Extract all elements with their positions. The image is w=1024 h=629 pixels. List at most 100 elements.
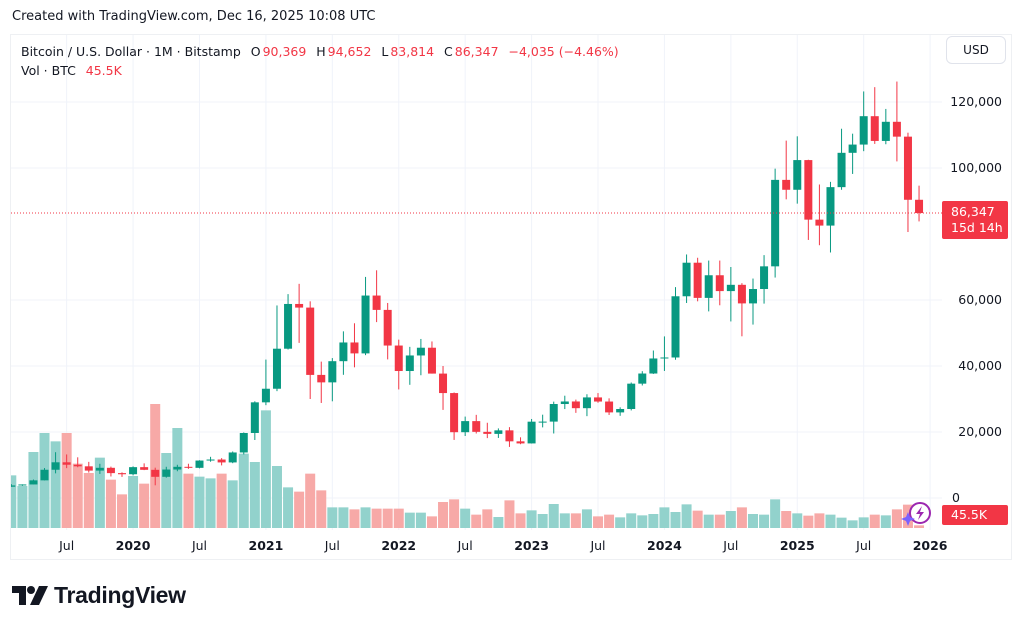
candle-body <box>317 374 326 383</box>
price-tick-label: 100,000 <box>950 160 1002 175</box>
volume-bar <box>426 516 437 528</box>
volume-bar <box>814 513 825 528</box>
candle-body <box>416 347 425 356</box>
candle-body <box>427 347 436 374</box>
volume-bar <box>460 508 471 528</box>
volume-bar <box>559 513 570 528</box>
candle-body <box>162 469 171 477</box>
candle-body <box>605 401 614 413</box>
candle-body <box>837 152 846 188</box>
candle-body <box>84 466 93 471</box>
candle-body <box>704 275 713 298</box>
volume-bar <box>692 510 703 528</box>
candle-body <box>361 295 370 354</box>
candle-body <box>616 408 625 413</box>
volume-bar <box>581 509 592 528</box>
candle-body <box>549 404 558 422</box>
volume-bar <box>105 479 116 528</box>
candle-body <box>383 309 392 346</box>
volume-bar <box>615 517 626 528</box>
candle-body <box>649 358 658 374</box>
price-tick-label: 20,000 <box>958 424 1002 439</box>
candle-body <box>394 345 403 372</box>
volume-bar <box>626 513 637 528</box>
volume-bar <box>825 514 836 528</box>
candle-body <box>173 466 182 470</box>
price-tick-label: 40,000 <box>958 358 1002 373</box>
volume-bar <box>50 441 61 528</box>
candle-body <box>195 460 204 468</box>
time-tick-label: 2021 <box>249 538 284 553</box>
volume-bar <box>338 507 349 528</box>
candle-body <box>671 296 680 358</box>
candle-body <box>51 462 60 470</box>
volume-bar <box>482 509 493 528</box>
candle-body <box>582 397 591 409</box>
time-tick-label: 2025 <box>780 538 815 553</box>
time-tick-label: Jul <box>58 538 74 553</box>
volume-bar <box>216 473 227 528</box>
volume-bar <box>725 511 736 528</box>
time-tick-label: 2022 <box>381 538 416 553</box>
candle-body <box>527 421 536 444</box>
volume-bar <box>681 504 692 528</box>
candle-body <box>439 373 448 394</box>
volume-bar <box>28 452 39 528</box>
time-tick-label: Jul <box>722 538 738 553</box>
low-value: 83,814 <box>390 44 435 59</box>
volume-bar <box>150 404 161 528</box>
candle-body <box>228 452 237 463</box>
time-tick-label: Jul <box>457 538 473 553</box>
volume-bar <box>504 500 515 528</box>
volume-bar <box>891 509 902 528</box>
candle-body <box>737 284 746 304</box>
candle-body <box>560 401 569 405</box>
candle-body <box>339 342 348 362</box>
candle-body <box>184 466 193 468</box>
volume-bar <box>537 514 548 528</box>
lightning-sparkle-icon[interactable] <box>900 500 936 528</box>
volume-bar <box>349 509 360 528</box>
candle-body <box>472 421 481 432</box>
candle-body <box>328 361 337 383</box>
volume-bar <box>83 473 94 528</box>
volume-bar <box>604 514 615 528</box>
open-label: O <box>250 44 261 59</box>
volume-bar <box>648 514 659 528</box>
candle-body <box>372 295 381 310</box>
volume-bar <box>880 515 891 528</box>
volume-bar <box>670 512 681 528</box>
volume-bar <box>703 514 714 528</box>
volume-bar <box>548 504 559 528</box>
candle-body <box>682 262 691 297</box>
volume-bar <box>714 514 725 528</box>
time-tick-label: Jul <box>324 538 340 553</box>
candle-body <box>11 485 16 487</box>
volume-bar <box>72 463 83 528</box>
symbol-title[interactable]: Bitcoin / U.S. Dollar · 1M · Bitstamp <box>21 44 241 59</box>
volume-bar <box>449 499 460 528</box>
candle-body <box>250 402 259 433</box>
candle-body <box>40 469 49 481</box>
candle-body <box>450 393 459 433</box>
time-tick-label: 2020 <box>116 538 151 553</box>
volume-bar <box>747 514 758 528</box>
candle-body <box>870 116 879 141</box>
candle-body <box>29 480 38 485</box>
volume-bar <box>11 475 17 528</box>
volume-label[interactable]: Vol · BTC <box>21 63 76 78</box>
candle-body <box>405 355 414 372</box>
candle-body <box>206 459 215 461</box>
candle-body <box>826 187 835 226</box>
candle-body <box>538 421 547 423</box>
volume-bar <box>803 515 814 528</box>
volume-bar <box>283 487 294 528</box>
tradingview-logo-icon <box>12 585 48 605</box>
tradingview-logo[interactable]: TradingView <box>12 582 186 609</box>
currency-button[interactable]: USD <box>946 36 1006 64</box>
volume-bar <box>471 514 482 528</box>
volume-bar <box>515 513 526 528</box>
time-tick-label: 2023 <box>514 538 549 553</box>
volume-bar <box>61 433 72 528</box>
